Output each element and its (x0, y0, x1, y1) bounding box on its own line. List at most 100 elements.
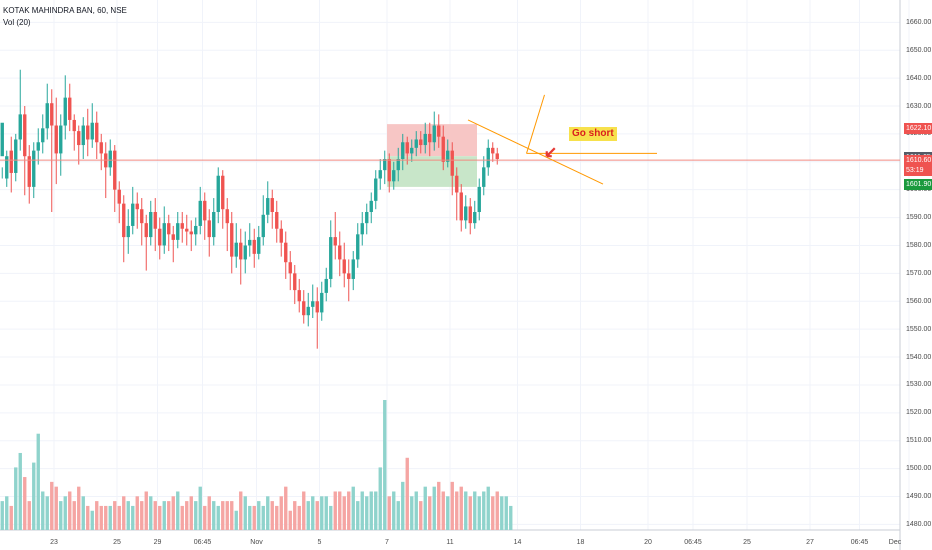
candle-body (198, 200, 202, 226)
candle-body (248, 239, 252, 246)
volume-bar (360, 491, 364, 530)
volume-bar (333, 491, 337, 530)
volume-bar (369, 491, 373, 530)
candle-body (468, 206, 472, 224)
volume-bar (419, 501, 423, 530)
candle-body (54, 125, 58, 154)
volume-bar (72, 501, 76, 530)
price-tick-label: 1580.00 (906, 241, 932, 249)
time-tick-label: 06:45 (193, 539, 212, 546)
volume-bar (450, 481, 454, 530)
candle-body (365, 212, 369, 224)
volume-bar (414, 491, 418, 530)
volume-bar (365, 496, 369, 530)
volume-bar (387, 496, 391, 530)
candle-body (167, 223, 171, 235)
volume-bar (270, 501, 274, 530)
volume-bar (392, 491, 396, 530)
candle-body (378, 170, 382, 179)
volume-bar (189, 496, 193, 530)
candle-body (108, 150, 112, 168)
price-tick-label: 1560.00 (906, 297, 932, 305)
price-tick-label: 1510.00 (906, 437, 932, 445)
volume-bars (0, 400, 513, 530)
volume-bar (441, 491, 445, 530)
candle-body (180, 223, 184, 229)
volume-bar (90, 510, 94, 530)
price-tick-label: 1530.00 (906, 381, 932, 389)
volume-bar (108, 505, 112, 530)
candle-body (149, 212, 153, 238)
volume-bar (446, 496, 450, 530)
volume-bar (311, 496, 315, 530)
price-tick-label: 1660.00 (906, 18, 932, 26)
volume-bar (45, 496, 49, 530)
candle-body (32, 150, 36, 187)
volume-bar (455, 491, 459, 530)
time-tick-label: 06:45 (684, 539, 702, 546)
volume-bar (5, 496, 9, 530)
time-tick-label: Dec (888, 539, 902, 546)
candle-body (446, 150, 450, 162)
volume-bar (378, 467, 382, 530)
candle-body (243, 245, 247, 260)
time-tick-label: 25 (113, 539, 121, 546)
price-tag-red: 1622.10 (904, 122, 932, 134)
volume-bar (216, 505, 220, 530)
candle-body (9, 150, 13, 173)
volume-bar (23, 477, 27, 530)
candle-body (86, 125, 90, 140)
candle-body (297, 290, 301, 302)
time-tick-label: 20 (644, 539, 652, 546)
candle-body (113, 150, 117, 190)
volume-bar (9, 505, 13, 530)
candle-body (464, 206, 468, 221)
volume-bar (500, 496, 504, 530)
candle-body (428, 133, 432, 143)
candle-body (36, 142, 40, 151)
candle-body (212, 212, 216, 238)
volume-bar (293, 501, 297, 530)
candle-body (329, 237, 333, 279)
candle-body (72, 119, 76, 132)
candle-body (342, 259, 346, 274)
price-tick-label: 1640.00 (906, 74, 932, 82)
candle-body (410, 147, 414, 154)
candle-body (230, 223, 234, 257)
price-tick-label: 1500.00 (906, 465, 932, 473)
volume-indicator-label[interactable]: Vol (20) (3, 18, 31, 27)
volume-bar (212, 501, 216, 530)
price-tick-label: 1540.00 (906, 353, 932, 361)
volume-bar (509, 505, 513, 530)
volume-bar (288, 510, 292, 530)
candle-body (374, 178, 378, 201)
candle-body (131, 203, 135, 226)
candle-body (405, 142, 409, 154)
target-zone (387, 156, 477, 187)
price-tag-current: 1610.60 (904, 154, 932, 166)
candle-body (162, 223, 166, 246)
candle-body (153, 212, 157, 229)
candle-body (279, 228, 283, 243)
candle-body (27, 156, 31, 187)
volume-bar (356, 501, 360, 530)
candle-body (441, 136, 445, 162)
candles (0, 69, 499, 349)
candle-body (189, 231, 193, 235)
candle-body (203, 200, 207, 221)
volume-bar (86, 505, 90, 530)
candle-body (59, 125, 63, 154)
chart-legend: KOTAK MAHINDRA BAN, 60, NSE Vol (20) (3, 5, 127, 29)
volume-bar (194, 501, 198, 530)
candle-body (221, 175, 225, 210)
symbol-title[interactable]: KOTAK MAHINDRA BAN, 60, NSE (3, 6, 127, 15)
price-tick-label: 1490.00 (906, 493, 932, 501)
candle-body (306, 306, 310, 316)
go-short-note[interactable]: Go short (569, 127, 617, 141)
candle-body (419, 139, 423, 146)
candle-body (320, 292, 324, 313)
candle-body (171, 234, 175, 240)
candle-body (261, 214, 265, 238)
candle-body (333, 237, 337, 246)
